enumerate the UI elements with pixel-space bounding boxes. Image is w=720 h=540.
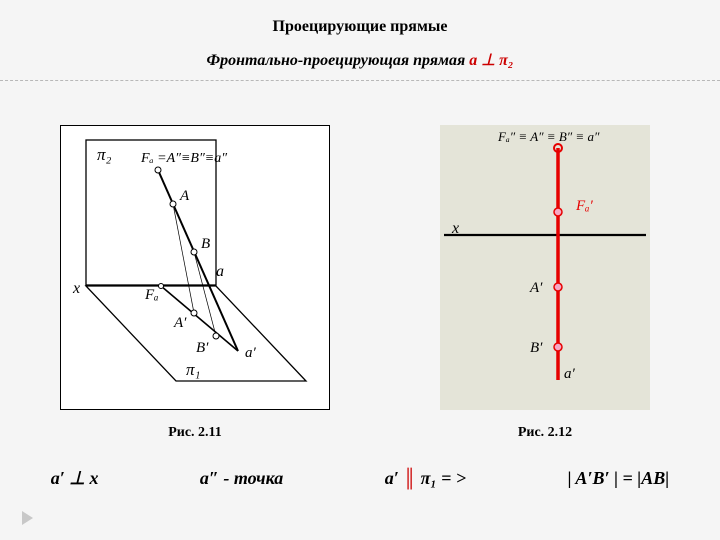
svg-text:a: a [216, 263, 224, 280]
page-subtitle: Фронтально-проецирующая прямая a ⊥ π₂ [0, 36, 720, 70]
formula-4: | A′B′ | = |AB| [568, 468, 670, 489]
svg-text:π₁: π₁ [186, 360, 200, 379]
formula-3c: π₁ = > [416, 468, 466, 488]
svg-text:B′: B′ [196, 340, 209, 356]
svg-text:Fₐ: Fₐ [144, 287, 159, 303]
svg-text:x: x [72, 280, 80, 297]
svg-text:A′: A′ [529, 280, 543, 296]
subtitle-text: Фронтально-проецирующая прямая [207, 52, 470, 69]
formula-2: a″ - точка [200, 468, 283, 489]
formula-1: a′ ⊥ x [51, 468, 99, 489]
svg-text:a′: a′ [564, 366, 576, 382]
figure-2-12-svg: xFₐ″ ≡ A″ ≡ B″ ≡ a″Fₐ′A′B′a′A′B′ [440, 125, 650, 410]
divider [0, 80, 720, 81]
svg-text:x: x [451, 220, 459, 237]
bottom-formula-row: a′ ⊥ x a″ - точка a′ ║ π₁ = > | A′B′ | =… [0, 468, 720, 489]
formula-3: a′ ║ π₁ = > [385, 468, 466, 489]
page-title: Проецирующие прямые [0, 0, 720, 36]
svg-text:Fₐ″ ≡ A″ ≡ B″ ≡ a″: Fₐ″ ≡ A″ ≡ B″ ≡ a″ [497, 129, 600, 144]
svg-text:A′: A′ [173, 315, 187, 331]
figure-2-11: π₂ π₁ x a A B Fₐ A′ B′ a′ Fₐ =A″≡B″≡a″ [60, 125, 330, 410]
figure-2-11-panel: π₂ π₁ x a A B Fₐ A′ B′ a′ Fₐ =A″≡B″≡a″ [60, 125, 330, 410]
nav-triangle-icon [22, 511, 33, 525]
caption-right: Рис. 2.12 [485, 425, 605, 441]
svg-text:π₂: π₂ [97, 145, 112, 164]
svg-text:B: B [201, 236, 210, 252]
svg-text:B′: B′ [530, 340, 543, 356]
svg-text:Fₐ′: Fₐ′ [575, 198, 594, 214]
figure-2-11-svg: π₂ π₁ x a A B Fₐ A′ B′ a′ Fₐ =A″≡B″≡a″ [61, 126, 331, 411]
svg-text:a′: a′ [245, 345, 257, 361]
svg-text:A: A [179, 188, 190, 204]
formula-3a: a′ [385, 468, 404, 488]
caption-left: Рис. 2.11 [135, 425, 255, 441]
figure-2-12: xFₐ″ ≡ A″ ≡ B″ ≡ a″Fₐ′A′B′a′A′B′ [440, 125, 650, 410]
svg-text:Fₐ =A″≡B″≡a″: Fₐ =A″≡B″≡a″ [140, 151, 227, 166]
subtitle-formula: a ⊥ π₂ [469, 52, 513, 69]
formula-3b: ║ [403, 468, 416, 488]
